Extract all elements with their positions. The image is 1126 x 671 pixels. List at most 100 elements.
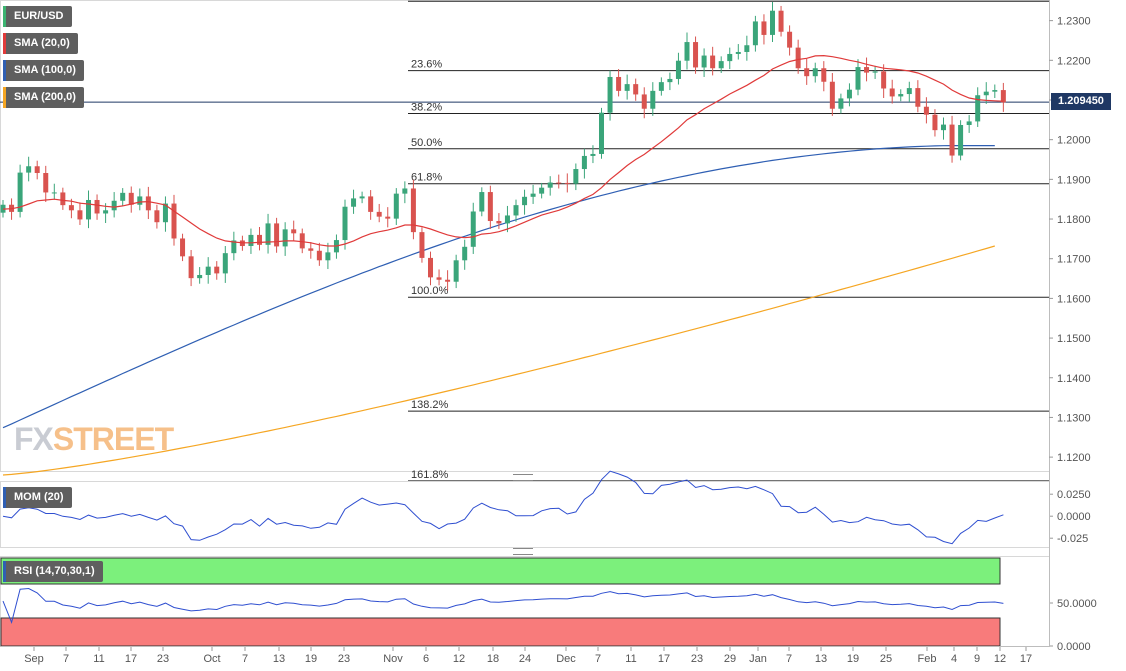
fib-label: 23.6% [411, 59, 442, 71]
candle-body [197, 274, 203, 279]
candle-body [171, 203, 177, 239]
candle-body [752, 21, 758, 46]
candle-body [658, 82, 664, 91]
candle-body [633, 84, 639, 95]
candle-body [351, 198, 357, 207]
candle-body [51, 192, 57, 194]
candle-body [274, 223, 280, 247]
candle-body [701, 55, 707, 68]
candle-body [453, 260, 459, 282]
candle-body [667, 78, 673, 83]
candle-body [821, 68, 827, 82]
candle-body [419, 232, 425, 258]
candle-body [539, 187, 545, 194]
candle-body [205, 266, 211, 275]
symbol-badge[interactable]: EUR/USD [3, 6, 72, 27]
x-tick-label: Dec [556, 653, 576, 665]
candle-body [735, 51, 741, 54]
y-tick-label: 1.1900 [1057, 174, 1091, 186]
candle-body [128, 192, 134, 205]
x-tick-label: 7 [786, 653, 792, 665]
candle-body [624, 84, 630, 91]
candle-body [436, 277, 442, 280]
mom-tick-label: 0.0250 [1057, 489, 1091, 501]
y-tick-label: 1.1700 [1057, 254, 1091, 266]
y-tick-label: 1.2200 [1057, 55, 1091, 67]
x-tick-label: 12 [994, 653, 1006, 665]
candle-body [530, 193, 536, 197]
candle-body [385, 216, 391, 219]
candle-body [291, 229, 297, 234]
panel-resize-handle-1[interactable] [513, 474, 533, 481]
candle-body [778, 10, 784, 32]
candle-body [923, 106, 929, 115]
candle-body [470, 211, 476, 247]
sma20-line [2, 54, 1004, 247]
candle-body [983, 91, 989, 96]
mom-line [2, 470, 1004, 545]
axes: 1.23001.22001.21001.20001.19001.18001.17… [0, 0, 1091, 665]
candle-body [641, 94, 647, 109]
x-tick-label: 29 [724, 653, 736, 665]
candle-body [17, 172, 23, 212]
x-tick-label: 17 [125, 653, 137, 665]
rsi-overbought-zone [0, 557, 1001, 585]
rsi-badge[interactable]: RSI (14,70,30,1) [3, 561, 103, 582]
candle-body [214, 266, 220, 274]
candle-body [359, 196, 365, 199]
candle-body [368, 196, 374, 212]
x-tick-label: 9 [974, 653, 980, 665]
candle-body [462, 246, 468, 261]
candle-body [479, 192, 485, 212]
sma20-badge[interactable]: SMA (20,0) [3, 33, 78, 54]
candle-body [77, 210, 83, 220]
x-tick-label: 13 [815, 653, 827, 665]
x-tick-label: Feb [918, 653, 937, 665]
rsi-tick-label: 50.0000 [1057, 598, 1097, 610]
candle-body [607, 76, 613, 113]
candle-body [949, 124, 955, 156]
rsi-tick-label: 0.0000 [1057, 641, 1091, 653]
candle-body [564, 182, 570, 184]
mom-badge[interactable]: MOM (20) [3, 487, 72, 508]
sma100-badge[interactable]: SMA (100,0) [3, 60, 84, 81]
candle-body [906, 88, 912, 95]
candle-body [248, 234, 254, 247]
candle-body [864, 67, 870, 73]
x-tick-label: 19 [305, 653, 317, 665]
price-panel: 23.6% 38.2% 50.0% 61.8% 100.0% 138.2% 161.8% [0, 0, 1050, 482]
candle-body [60, 192, 66, 206]
candle-body [829, 81, 835, 109]
candle-body [522, 196, 528, 206]
candle-body [675, 60, 681, 79]
candle-body [581, 155, 587, 170]
fib-label: 138.2% [411, 399, 449, 411]
candle-body [504, 215, 510, 224]
candle-body [573, 169, 579, 184]
candle-body [103, 210, 109, 214]
candle-body [761, 21, 767, 35]
current-price-tag: 1.209450 [1051, 93, 1111, 110]
mom-tick-label: 0.0000 [1057, 511, 1091, 523]
momentum-panel: 0.0250 0.0000 -0.025 [0, 470, 1091, 548]
x-tick-label: 19 [847, 653, 859, 665]
candle-body [693, 42, 699, 68]
x-tick-label: 23 [338, 653, 350, 665]
y-tick-label: 1.1600 [1057, 293, 1091, 305]
panel-resize-handle-2[interactable] [513, 548, 533, 555]
candle-body [145, 196, 151, 211]
x-tick-label: 12 [453, 653, 465, 665]
candle-body [402, 188, 408, 194]
candle-body [787, 31, 793, 48]
candle-body [34, 166, 40, 174]
candle-body [958, 124, 964, 156]
fib-label: 38.2% [411, 101, 442, 113]
candle-body [43, 173, 49, 193]
sma200-badge[interactable]: SMA (200,0) [3, 87, 84, 108]
candle-body [137, 196, 143, 205]
candle-body [299, 233, 305, 249]
candle-body [180, 238, 186, 257]
y-tick-label: 1.1200 [1057, 452, 1091, 464]
x-tick-label: 24 [519, 653, 531, 665]
